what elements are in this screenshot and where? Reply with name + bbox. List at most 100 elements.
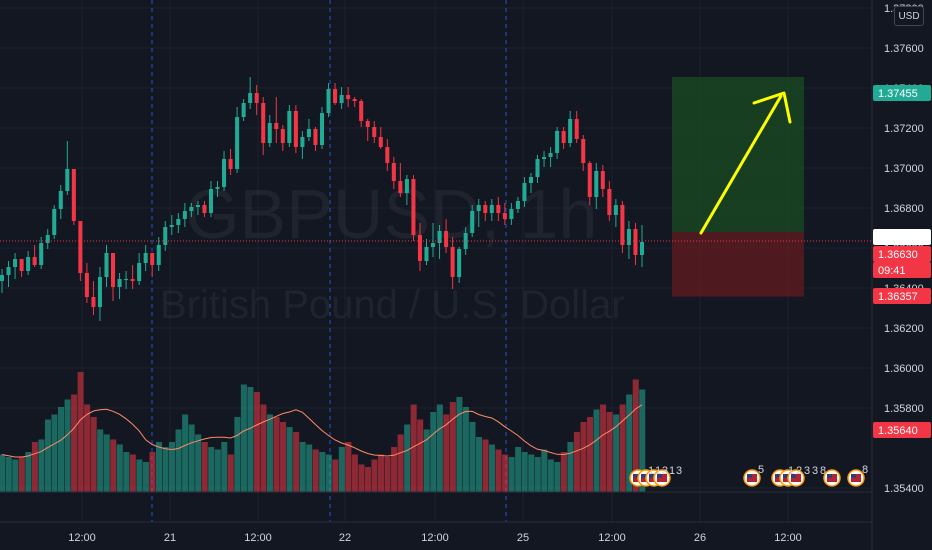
currency-button[interactable]: USD: [894, 6, 924, 26]
price-tag-text: 1.36357: [878, 291, 918, 303]
volume-bar: [364, 467, 371, 492]
take-profit-tag: 1.37455: [873, 85, 931, 101]
candle-up: [39, 243, 44, 265]
time-tick-label: 12:00: [68, 532, 96, 544]
candle-up: [542, 157, 547, 159]
volume-bar: [462, 407, 469, 492]
volume-bar: [586, 417, 594, 492]
candle-down: [84, 273, 89, 297]
volume-bar: [554, 462, 561, 492]
candle-down: [261, 103, 266, 143]
candle-up: [437, 231, 442, 243]
volume-bar: [456, 397, 463, 492]
volume-bar: [613, 414, 620, 492]
volume-ma-line: [1, 404, 643, 458]
candle-up: [215, 187, 220, 189]
volume-bar: [253, 392, 260, 492]
volume-bar: [475, 437, 482, 492]
candle-down: [32, 257, 37, 265]
volume-bar: [319, 452, 326, 492]
marker-count: 5: [758, 464, 764, 476]
candle-up: [287, 111, 292, 143]
price-tag-text: 1.35640: [878, 425, 918, 437]
candle-up: [182, 211, 187, 219]
candle-down: [620, 205, 625, 245]
candle-up: [267, 123, 272, 143]
candle-up: [208, 189, 214, 213]
time-tick-label: 12:00: [598, 532, 626, 544]
volume-bar: [547, 459, 554, 492]
candle-up: [457, 249, 462, 277]
price-candles[interactable]: [0, 77, 645, 321]
volume-bar: [38, 439, 45, 492]
candle-up: [424, 247, 429, 261]
loss-zone: [672, 232, 804, 297]
volume-bar: [136, 459, 143, 492]
volume-bar: [397, 434, 404, 492]
candle-up: [156, 245, 161, 265]
time-tick-label: 12:00: [774, 532, 802, 544]
candle-down: [398, 181, 403, 193]
time-axis[interactable]: 12:00 21 12:00 22 12:00 25 12:00 26 12:00: [0, 521, 872, 544]
candle-up: [26, 257, 31, 271]
volume-bar: [90, 417, 97, 492]
marker-count: 2: [796, 465, 802, 477]
volume-bar: [332, 459, 339, 492]
candle-down: [411, 179, 416, 235]
volume-bar: [5, 457, 12, 492]
candle-up: [515, 201, 520, 209]
marker-count: 1: [669, 465, 675, 477]
price-tag-bg: [873, 246, 931, 262]
time-tick-label: 21: [164, 532, 176, 544]
volume-bar: [103, 434, 110, 492]
candle-down: [444, 231, 449, 247]
volume-bar: [534, 457, 541, 492]
volume-bar: [31, 442, 38, 492]
volume-bar: [358, 464, 365, 492]
volume-bar: [378, 454, 385, 492]
candle-up: [528, 177, 534, 183]
profit-zone: [672, 77, 804, 232]
volume-bar: [293, 432, 300, 492]
volume-bar: [502, 454, 509, 492]
arrow-shaft: [699, 94, 783, 235]
candle-up: [568, 119, 573, 143]
candle-down: [417, 235, 422, 261]
candle-up: [52, 209, 57, 235]
target-arrow[interactable]: [699, 91, 792, 235]
candle-up: [522, 183, 527, 201]
candle-up: [248, 93, 253, 103]
volume-bar: [299, 442, 306, 492]
candle-down: [19, 259, 24, 271]
volume-bar: [436, 404, 443, 492]
candle-down: [91, 297, 96, 307]
price-tick-label: 1.36200: [884, 323, 924, 335]
price-tick-label: 1.35400: [884, 483, 924, 495]
candle-up: [535, 159, 540, 177]
volume-bar: [345, 442, 352, 492]
volume-bar: [312, 449, 319, 492]
long-position-tool[interactable]: [672, 77, 804, 297]
volume-bar: [600, 404, 607, 492]
volume-bar: [541, 449, 548, 492]
candle-down: [313, 129, 318, 145]
candle-down: [333, 89, 338, 103]
candle-down: [280, 129, 285, 143]
candle-down: [274, 123, 279, 129]
last-price-tag: 1.36630: [873, 246, 931, 262]
volume-bar: [123, 452, 130, 492]
volume-bar: [632, 379, 639, 492]
price-tag-text: 09:41: [878, 265, 906, 277]
candle-up: [195, 205, 200, 207]
candle-down: [346, 95, 351, 99]
candle-down: [372, 127, 377, 137]
price-tag-text: 1.36680: [878, 232, 918, 244]
volume-bar: [593, 409, 600, 492]
volume-bar: [201, 442, 208, 492]
marker-count: 1: [655, 465, 661, 477]
candle-up: [58, 191, 63, 209]
volume-bar: [0, 454, 6, 492]
volume-bar: [515, 447, 522, 492]
